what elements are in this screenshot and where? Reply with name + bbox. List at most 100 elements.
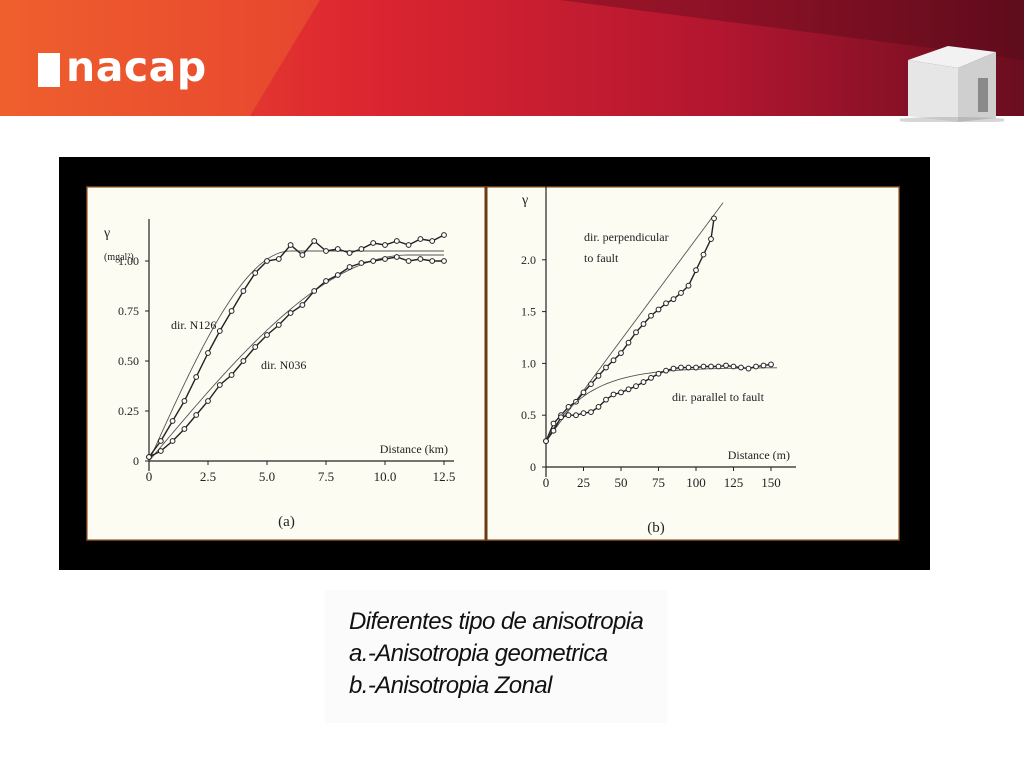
data-point — [768, 361, 774, 368]
data-point — [573, 412, 579, 419]
x-tick-label: 0 — [146, 469, 153, 484]
data-point — [550, 420, 557, 427]
data-point — [311, 288, 318, 294]
data-point — [558, 414, 564, 421]
data-point — [216, 382, 223, 388]
data-point — [715, 363, 722, 370]
y-tick-label: 0.75 — [118, 304, 139, 318]
data-point — [358, 246, 365, 252]
panel-label: (a) — [278, 514, 295, 530]
inacap-logo: nacap — [38, 43, 207, 91]
x-tick-label: 50 — [615, 475, 628, 490]
data-point — [370, 258, 377, 264]
data-point — [640, 379, 647, 385]
data-point — [678, 364, 684, 371]
model-curve — [148, 250, 444, 462]
x-tick-label: 7.5 — [318, 469, 334, 484]
data-point — [700, 251, 707, 258]
data-point — [760, 362, 767, 369]
y-tick-label: 0.25 — [118, 404, 139, 418]
data-point — [157, 448, 164, 454]
data-point — [693, 364, 699, 371]
caption-line-1: Diferentes tipo de anisotropia — [349, 608, 644, 635]
data-point — [745, 365, 752, 372]
data-point — [275, 256, 282, 262]
data-point — [670, 365, 677, 372]
data-point — [693, 267, 699, 274]
data-point — [685, 282, 692, 289]
y-tick-label: 0.5 — [521, 408, 536, 422]
data-point — [663, 367, 669, 374]
data-point — [678, 290, 684, 296]
data-point — [382, 242, 388, 248]
data-point — [550, 427, 557, 434]
data-point — [346, 264, 353, 270]
data-point — [264, 258, 270, 264]
data-point — [393, 254, 400, 260]
data-point — [543, 438, 549, 445]
data-point — [565, 404, 572, 410]
data-point — [708, 363, 714, 370]
data-point — [146, 454, 152, 460]
data-point — [358, 260, 365, 266]
data-point — [441, 258, 447, 264]
logo-mark-icon — [38, 53, 60, 87]
data-point — [264, 332, 270, 338]
data-point — [228, 308, 235, 314]
data-point — [580, 410, 587, 417]
data-point — [287, 242, 294, 248]
data-point — [169, 418, 176, 424]
y-tick-label: 0 — [530, 460, 536, 474]
data-point — [588, 409, 594, 415]
data-point — [685, 364, 692, 371]
data-point — [633, 329, 639, 336]
y-axis-unit: (mgal²) — [104, 252, 134, 263]
data-point — [603, 364, 609, 371]
x-tick-label: 75 — [652, 475, 665, 490]
data-point — [730, 363, 737, 370]
data-point — [382, 256, 388, 262]
data-point — [240, 358, 247, 364]
data-point — [193, 374, 200, 380]
caption-box: Diferentes tipo de anisotropia a.-Anisot… — [325, 590, 667, 723]
data-point — [723, 362, 729, 369]
data-point — [228, 372, 235, 378]
x-tick-label: 10.0 — [374, 469, 397, 484]
data-point — [287, 310, 294, 316]
data-point — [588, 381, 594, 388]
data-point — [753, 363, 759, 370]
data-point — [216, 328, 223, 334]
data-point — [648, 375, 654, 381]
x-tick-label: 2.5 — [200, 469, 216, 484]
x-tick-label: 125 — [724, 475, 744, 490]
data-point — [417, 236, 424, 242]
header-banner — [0, 0, 1024, 116]
data-point — [323, 278, 329, 284]
data-point — [595, 372, 602, 379]
data-point — [299, 252, 306, 258]
caption-line-3: b.-Anisotropia Zonal — [349, 672, 552, 699]
data-point — [299, 302, 306, 308]
data-point — [205, 398, 211, 404]
x-tick-label: 25 — [577, 475, 590, 490]
data-point — [738, 364, 744, 371]
y-tick-label: 0.50 — [118, 354, 139, 368]
chart-a: 0 2.5 5.0 7.5 10.0 12.5 0 0.25 0.50 0.75 1.00 γ (mga… — [103, 219, 455, 530]
data-point — [565, 412, 572, 419]
series-label: dir. N126 — [171, 318, 216, 332]
x-axis-label: Distance (m) — [728, 448, 790, 462]
data-point — [193, 412, 200, 418]
data-point — [393, 238, 400, 244]
y-tick-label: 0 — [133, 454, 139, 468]
data-point — [580, 389, 587, 396]
data-point — [323, 248, 329, 254]
chart-b: 0 25 50 75 100 125 150 0 0.5 1.0 1.5 2.0 γ Distance (… — [521, 186, 796, 536]
data-point — [311, 238, 318, 244]
series-label: to fault — [584, 251, 619, 265]
data-point — [708, 236, 714, 242]
data-point — [205, 350, 211, 356]
series-label: dir. parallel to fault — [672, 390, 765, 404]
data-point — [441, 232, 447, 238]
data-point — [334, 246, 341, 252]
data-point — [648, 312, 654, 319]
